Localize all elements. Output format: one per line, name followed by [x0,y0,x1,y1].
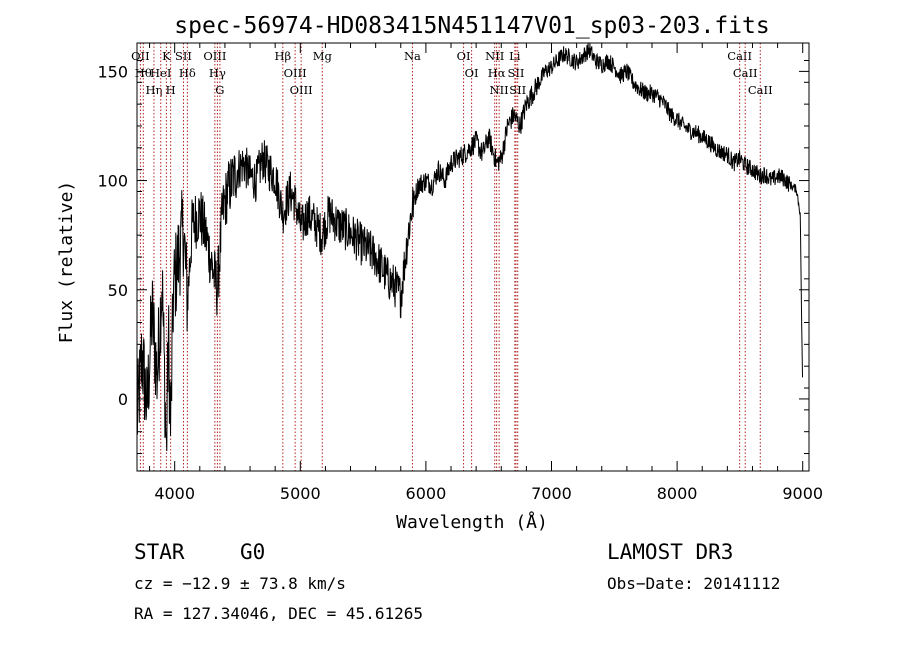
spectrum-series [136,42,803,452]
spectral-line-label: Hη [145,83,162,97]
y-tick-label: 100 [97,172,128,191]
y-tick-label: 50 [108,281,128,300]
spectral-line-label: H [166,83,176,97]
spectrum-line [136,42,803,452]
spectral-line-label: CaII [748,83,773,97]
x-tick-label: 8000 [657,484,698,503]
spectral-line-label: SII [509,83,526,97]
spectral-line-label: K [162,49,171,63]
y-axis-label: Flux (relative) [56,181,77,344]
spectral-line-label: NII [485,49,504,63]
y-tick-label: 0 [118,390,128,409]
spectral-line-label: HeI [150,66,171,80]
spectral-line-label: OI [457,49,471,63]
survey-name: LAMOST DR3 [607,540,734,564]
spectral-line-label: Hβ [274,49,291,63]
spectral-line-label: OI [465,66,479,80]
x-tick-label: 4000 [154,484,195,503]
spectral-line-label: Hδ [179,66,196,80]
spectral-line-label: Hθ [135,66,152,80]
x-tick-label: 5000 [280,484,321,503]
spectral-line-label: OIII [290,83,313,97]
spectral-line-label: Mg [313,49,333,63]
spectral-line-markers: OII Hθ Hη HeI K H SII Hδ OIII Hγ G Hβ OIII OIII Mg Na OI… [131,43,773,471]
spectral-line-label: Na [404,49,421,63]
coordinates: RA = 127.34046, DEC = 45.61265 [134,604,423,623]
x-tick-label: 6000 [406,484,447,503]
object-subclass: G0 [240,540,266,564]
axis-ticks: 4000 5000 6000 7000 8000 9000 0 50 100 150 [97,43,823,503]
spectral-line-label: NII [490,83,509,97]
spectral-line-label: OIII [284,66,307,80]
redshift-value: cz = −12.9 ± 73.8 km/s [134,574,346,593]
spectral-line-label: SII [507,66,524,80]
spectral-line-label: OIII [203,49,226,63]
spectral-line-label: CaII [727,49,752,63]
y-tick-label: 150 [97,62,128,81]
spectral-line-label: OII [131,49,150,63]
spectral-line-label: Hα [488,66,506,80]
spectral-line-label: Hγ [209,66,226,80]
spectral-line-label: Li [509,49,521,63]
chart-title: spec-56974-HD083415N451147V01_sp03-203.f… [174,13,769,39]
plot-frame [136,42,810,472]
spectral-line-label: SII [175,49,192,63]
x-axis-label: Wavelength (Å) [396,511,548,533]
x-tick-label: 9000 [782,484,823,503]
spectral-line-label: CaII [733,66,758,80]
observation-date: Obs−Date: 20141112 [607,574,781,593]
x-tick-label: 7000 [531,484,572,503]
object-class: STAR [134,540,185,564]
spectral-line-label: G [215,83,224,97]
